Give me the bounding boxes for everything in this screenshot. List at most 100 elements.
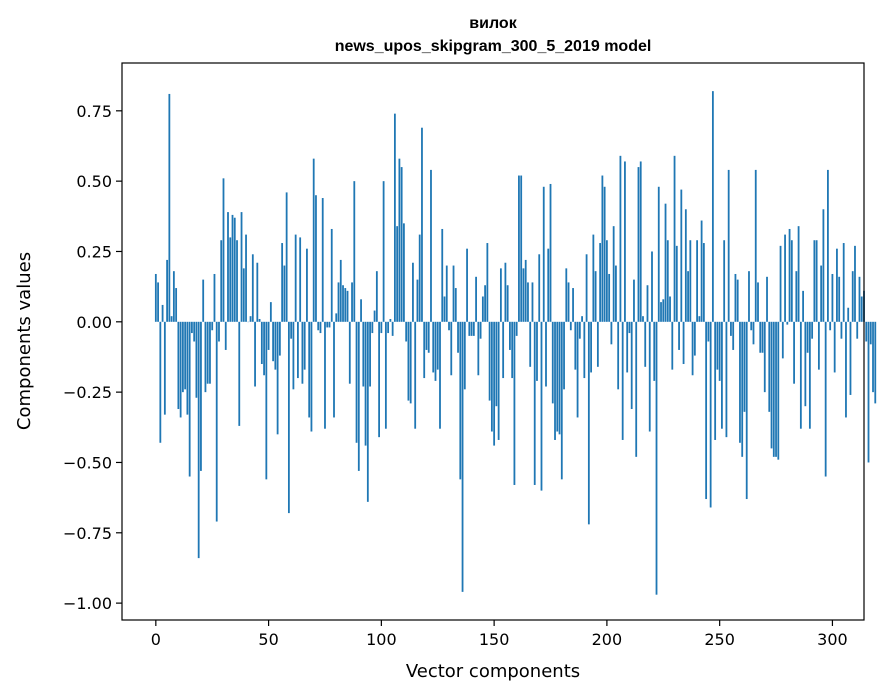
bar-component-111 [405,321,408,342]
bar-component-130 [448,321,450,331]
bar-component-274 [772,321,775,457]
bar-component-162 [520,175,523,322]
bar-component-193 [590,321,592,373]
bar-component-244 [705,321,708,500]
bar-component-262 [745,321,748,500]
bar-component-233 [680,189,683,322]
bar-component-61 [292,321,295,390]
bar-component-275 [775,321,777,457]
bar-component-115 [414,321,417,429]
bar-component-9 [175,288,178,322]
bar-component-94 [366,321,369,502]
x-tick-label: 50 [258,630,278,649]
bar-component-44 [254,321,256,387]
bar-component-81 [337,282,340,322]
bar-component-292 [813,240,816,322]
bar-component-250 [718,321,721,381]
bar-component-179 [558,321,561,435]
bar-component-289 [806,321,809,353]
bar-component-116 [416,279,419,322]
bar-component-33 [229,237,232,322]
bar-component-170 [538,254,541,322]
bar-component-260 [741,321,744,457]
bar-component-90 [357,321,360,471]
x-tick-label: 300 [817,630,848,649]
bar-component-265 [752,321,755,345]
bar-component-309 [851,271,854,322]
bar-component-276 [777,321,780,460]
bar-component-29 [220,240,223,322]
bar-component-125 [436,321,439,370]
bar-component-166 [529,321,532,367]
bar-component-267 [757,282,759,322]
bar-component-4 [163,321,166,415]
bar-component-127 [441,228,444,322]
bar-component-263 [748,271,750,322]
bar-component-172 [542,186,545,322]
bar-component-198 [601,175,604,322]
bar-component-104 [389,318,392,322]
bar-component-142 [475,276,477,322]
bar-component-37 [238,321,241,426]
y-tick-label: −0.25 [63,383,112,402]
bar-component-80 [335,313,338,322]
bar-component-311 [856,321,859,339]
bar-component-197 [599,243,602,322]
bar-component-294 [817,321,820,370]
bar-component-152 [497,321,500,440]
bar-component-285 [797,226,800,322]
x-tick-label: 250 [704,630,735,649]
bar-component-76 [326,321,329,328]
bar-component-99 [378,321,380,438]
bar-component-89 [355,321,358,443]
bar-component-65 [301,321,304,384]
bar-component-200 [605,240,608,322]
bar-component-103 [387,321,390,334]
bar-component-95 [369,321,371,387]
bar-component-291 [811,321,814,339]
bar-component-48 [263,321,265,376]
bar-component-231 [675,245,678,322]
bar-component-20 [200,321,202,471]
bar-component-258 [736,279,739,322]
bar-component-271 [766,276,768,322]
bar-component-235 [684,209,687,322]
bar-component-39 [242,268,245,322]
bar-component-245 [707,321,710,342]
bar-component-131 [450,321,453,376]
bar-component-266 [754,169,757,322]
bar-component-273 [770,321,773,449]
bar-component-207 [621,321,624,440]
bar-component-174 [547,248,550,322]
bar-component-77 [328,321,331,328]
bar-component-17 [193,321,196,342]
bar-component-191 [585,254,588,322]
bar-component-67 [306,248,308,322]
bar-component-5 [166,259,168,322]
bar-component-19 [197,321,200,559]
bar-component-213 [635,321,638,457]
bar-component-113 [409,321,412,404]
bar-component-242 [700,220,703,322]
bar-component-272 [768,321,771,412]
bar-component-304 [840,321,843,339]
bar-component-217 [644,321,647,367]
bar-component-160 [515,321,518,336]
bar-component-146 [484,285,486,322]
bar-component-32 [227,212,229,322]
bar-component-218 [646,285,649,322]
bar-component-252 [723,240,726,322]
bar-component-151 [495,321,498,407]
bar-component-195 [594,271,597,322]
bar-component-203 [612,226,615,322]
bar-component-183 [567,282,570,322]
bar-component-105 [391,321,394,336]
y-tick-label: 0.50 [76,172,112,191]
bar-component-237 [689,240,692,322]
bar-component-14 [186,321,189,415]
bar-component-101 [382,181,385,322]
bar-component-30 [222,178,225,322]
bar-component-154 [502,321,505,379]
bar-component-248 [714,321,717,440]
bar-component-212 [633,279,635,322]
